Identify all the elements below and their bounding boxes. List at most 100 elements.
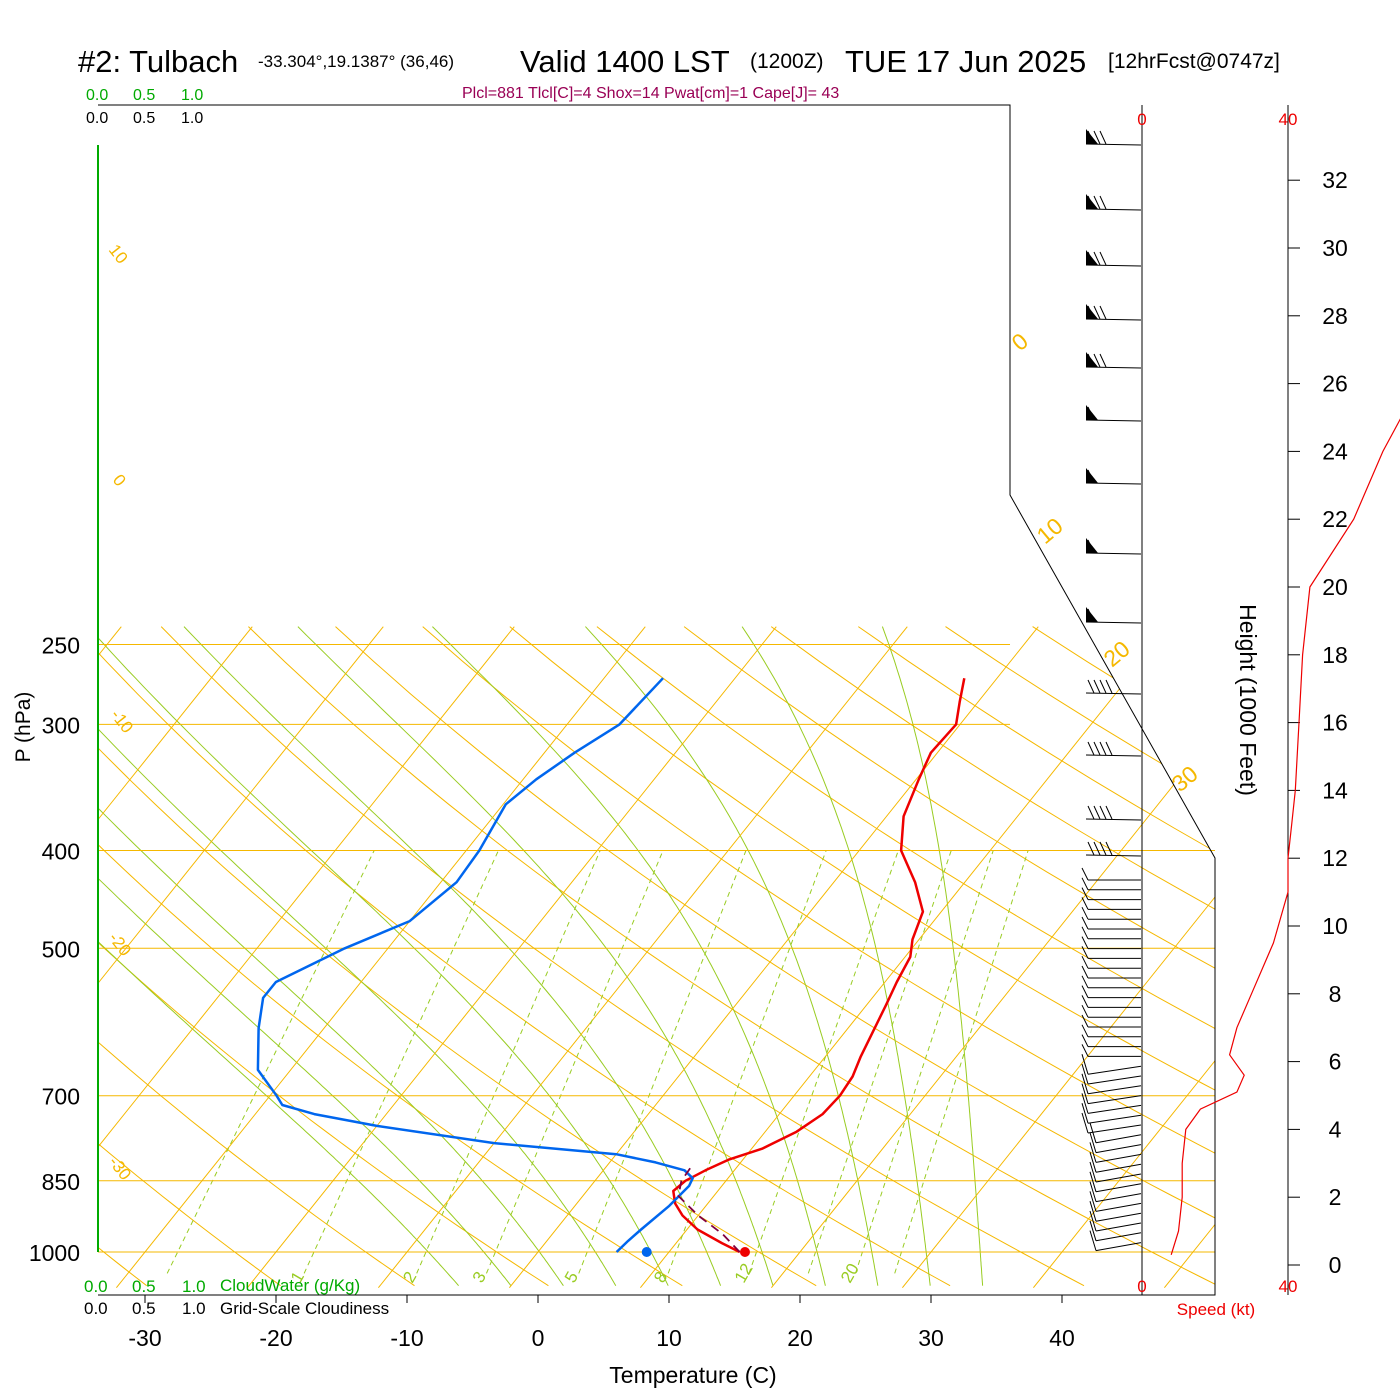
wind-barb <box>1081 1073 1142 1095</box>
wind-barb <box>1081 877 1141 891</box>
speed-tick-top: 40 <box>1279 110 1298 129</box>
mixing-ratio-line <box>485 850 664 1274</box>
wind-barb <box>1089 1171 1142 1193</box>
isotherm <box>378 626 908 1289</box>
wind-barb <box>1089 1132 1142 1154</box>
wind-barb <box>1081 936 1141 950</box>
wind-barb <box>1085 304 1142 321</box>
height-tick-label: 4 <box>1329 1116 1342 1142</box>
wind-barb <box>1085 194 1142 211</box>
height-tick-label: 28 <box>1322 303 1348 329</box>
forecast-label: [12hrFcst@0747z] <box>1108 50 1280 73</box>
moist-adiabat <box>297 626 774 1286</box>
wind-barb <box>1081 1112 1142 1134</box>
wind-barb <box>1081 1093 1142 1114</box>
station-coords: -33.304°,19.1387° (36,46) <box>258 52 454 71</box>
x-tick-label: 10 <box>656 1325 682 1351</box>
wind-barb <box>1081 955 1141 969</box>
mixing-ratio-label: 3 <box>469 1268 490 1286</box>
y-tick-label: 250 <box>42 633 80 659</box>
wind-barb <box>1081 965 1141 979</box>
wind-barb <box>1081 1034 1141 1048</box>
height-tick-label: 10 <box>1322 913 1348 939</box>
moist-adiabat <box>741 626 931 1286</box>
y-tick-label: 500 <box>42 936 80 962</box>
surface-markers <box>641 1247 750 1257</box>
x-axis-title: Temperature (C) <box>609 1362 776 1388</box>
isotherm <box>640 626 1170 1289</box>
y-tick-label: 400 <box>42 838 80 864</box>
svg-text:#2: Tulbach: #2: Tulbach <box>78 44 238 79</box>
dry-adiabat <box>98 626 281 1287</box>
valid-time: Valid 1400 LST <box>520 44 730 79</box>
wind-barb <box>1089 1191 1142 1212</box>
height-tick-label: 24 <box>1322 438 1348 464</box>
dry-adiabat-label: 20 <box>1099 635 1135 671</box>
height-tick-label: 22 <box>1322 506 1348 532</box>
wind-barb <box>1085 741 1142 757</box>
speed-axis-title: Speed (kt) <box>1177 1300 1255 1319</box>
wind-barb <box>1081 985 1141 999</box>
wind-barb <box>1085 805 1142 821</box>
moist-adiabat <box>432 626 826 1286</box>
dry-adiabat <box>422 626 1215 1287</box>
isotherm <box>902 626 1215 1289</box>
top-cloud-scale-1: 0.5 <box>133 110 155 127</box>
station-name: #2: Tulbach <box>78 44 238 79</box>
adiabat-lines <box>0 626 1400 1287</box>
dry-adiabat <box>0 627 13 1286</box>
mixing-ratio-line <box>894 850 1029 1274</box>
top-cw-scale-1: 0.5 <box>133 87 155 104</box>
moist-adiabat <box>98 626 564 1286</box>
height-tick-label: 0 <box>1329 1252 1342 1278</box>
y-tick-label: 300 <box>42 712 80 738</box>
dry-adiabat <box>1381 627 1400 1286</box>
moist-adiabat <box>98 626 617 1286</box>
wind-barb <box>1089 1181 1142 1203</box>
dry-adiabat-label: 30 <box>1167 760 1203 796</box>
height-tick-label: 2 <box>1329 1184 1342 1210</box>
mixing-ratio-lines <box>166 850 1029 1274</box>
dry-adiabat <box>98 626 549 1287</box>
isotherm <box>771 626 1215 1289</box>
mixing-ratio-line <box>854 850 994 1274</box>
bottom-cloud-scale-0: 0.0 <box>84 1299 108 1318</box>
x-tick-label: 0 <box>532 1325 545 1351</box>
valid-date: TUE 17 Jun 2025 <box>845 44 1086 79</box>
dry-adiabat <box>770 626 1215 1287</box>
wind-barb <box>1081 916 1141 930</box>
plot-frame <box>97 104 1216 1296</box>
dry-adiabat <box>98 626 817 1287</box>
dry-adiabat <box>596 626 1215 1287</box>
wind-barb <box>1085 129 1142 146</box>
wind-barb <box>1081 1004 1141 1018</box>
wind-barb <box>1081 995 1141 1008</box>
isotherm-label: -10 <box>107 706 137 737</box>
dry-adiabat <box>98 626 951 1287</box>
wind-barb <box>1081 1014 1141 1028</box>
x-tick-label: -30 <box>128 1325 161 1351</box>
wind-barb <box>1081 1044 1141 1057</box>
isotherm <box>116 626 646 1289</box>
mixing-ratio-line <box>303 850 499 1274</box>
y-tick-label: 1000 <box>29 1240 80 1266</box>
height-tick-label: 20 <box>1322 574 1348 600</box>
valid-zulu: (1200Z) <box>750 50 824 73</box>
wind-barb <box>1085 538 1142 555</box>
top-cw-scale-0: 0.0 <box>86 87 108 104</box>
bottom-cw-scale-0: 0.0 <box>84 1277 108 1296</box>
bottom-cw-scale-1: 0.5 <box>132 1277 156 1296</box>
top-cloud-scale-0: 0.0 <box>86 110 108 127</box>
height-tick-label: 6 <box>1329 1049 1342 1075</box>
speed-tick-bottom: 0 <box>1137 1277 1146 1296</box>
mixing-ratio-label: 5 <box>561 1268 582 1286</box>
wind-barb <box>1085 841 1142 857</box>
wind-barb <box>1089 1230 1142 1252</box>
mixing-ratio-line <box>578 850 747 1274</box>
wind-barb <box>1089 1210 1142 1232</box>
height-tick-label: 8 <box>1329 981 1342 1007</box>
y-tick-label: 700 <box>42 1084 80 1110</box>
top-cloud-scale-2: 1.0 <box>181 110 203 127</box>
wind-barb <box>1085 468 1142 485</box>
